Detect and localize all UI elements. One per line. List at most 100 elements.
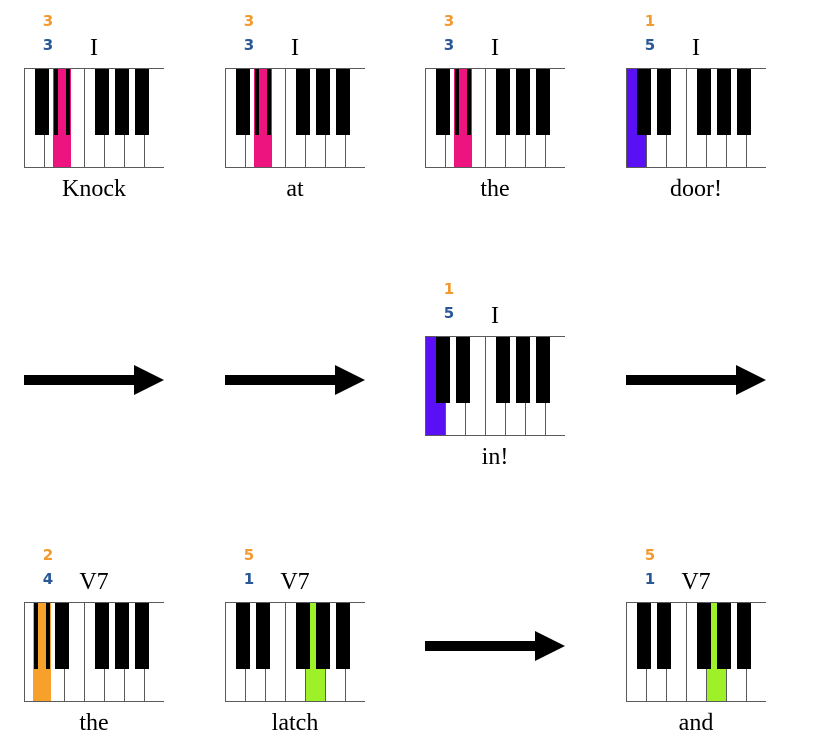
white-key <box>747 69 767 167</box>
right-hand-finger-number: 1 <box>443 280 455 298</box>
black-key <box>516 69 530 135</box>
black-key <box>236 603 250 669</box>
arrow-head <box>335 365 365 395</box>
left-hand-finger-number: 3 <box>243 36 255 54</box>
right-hand-finger-number: 3 <box>443 12 455 30</box>
lyric-word: the <box>79 710 109 736</box>
black-key <box>135 603 149 669</box>
black-key <box>115 603 129 669</box>
black-key <box>135 69 149 135</box>
chord-symbol: V7 <box>681 569 711 595</box>
black-key-edge <box>455 69 459 135</box>
black-key <box>697 603 711 669</box>
white-key <box>346 69 366 167</box>
black-key-highlighted <box>258 69 268 135</box>
piano-keyboard <box>24 602 165 702</box>
white-key <box>747 603 767 701</box>
black-key <box>55 603 69 669</box>
chord-symbol: I <box>692 35 700 61</box>
piano-keyboard <box>626 602 767 702</box>
black-key-edge <box>54 69 58 135</box>
arrow-cell <box>225 272 365 472</box>
piano-keyboard <box>24 68 165 168</box>
piano-keyboard <box>225 602 366 702</box>
right-arrow-icon <box>425 631 565 661</box>
black-key <box>256 603 270 669</box>
right-hand-finger-number: 5 <box>644 546 656 564</box>
white-key <box>145 603 165 701</box>
black-key-highlighted <box>57 69 67 135</box>
arrow-cell <box>425 538 565 738</box>
arrow-shaft <box>626 375 738 385</box>
black-key <box>737 603 751 669</box>
left-hand-finger-number: 5 <box>443 304 455 322</box>
black-key-edge <box>255 69 259 135</box>
arrow-head <box>134 365 164 395</box>
right-hand-finger-number: 2 <box>42 546 54 564</box>
left-hand-finger-number: 3 <box>443 36 455 54</box>
left-hand-finger-number: 3 <box>42 36 54 54</box>
black-key <box>296 603 310 669</box>
right-hand-finger-number: 5 <box>243 546 255 564</box>
black-key <box>436 337 450 403</box>
left-hand-finger-number: 1 <box>243 570 255 588</box>
arrow-shaft <box>425 641 537 651</box>
black-key <box>737 69 751 135</box>
lyric-word: and <box>678 710 714 736</box>
black-key <box>717 69 731 135</box>
black-key-highlighted <box>458 69 468 135</box>
arrow-cell <box>24 272 164 472</box>
black-key <box>296 69 310 135</box>
white-key <box>546 69 566 167</box>
black-key <box>115 69 129 135</box>
chord-symbol: I <box>90 35 98 61</box>
black-key <box>95 603 109 669</box>
black-key <box>717 603 731 669</box>
black-key <box>456 337 470 403</box>
black-key <box>637 69 651 135</box>
right-arrow-icon <box>24 365 164 395</box>
black-key <box>637 603 651 669</box>
chord-symbol: V7 <box>280 569 310 595</box>
chord-cell: 3 3 I Knock <box>24 4 165 204</box>
arrow-head <box>535 631 565 661</box>
lyric-word: door! <box>670 176 722 202</box>
black-key <box>336 69 350 135</box>
black-key <box>536 337 550 403</box>
lyric-word: in! <box>481 444 509 470</box>
piano-keyboard <box>225 68 366 168</box>
black-key <box>95 69 109 135</box>
black-key <box>236 69 250 135</box>
lyric-word: at <box>286 176 304 202</box>
black-key-edge <box>267 69 271 135</box>
white-key <box>667 603 687 701</box>
arrow-shaft <box>24 375 136 385</box>
black-key <box>496 337 510 403</box>
black-key <box>516 337 530 403</box>
right-arrow-icon <box>626 365 766 395</box>
white-key <box>346 603 366 701</box>
right-hand-finger-number: 3 <box>243 12 255 30</box>
black-key-edge <box>34 603 38 669</box>
arrow-head <box>736 365 766 395</box>
black-key <box>316 69 330 135</box>
left-hand-finger-number: 1 <box>644 570 656 588</box>
chord-cell: 5 1 V7 latch <box>225 538 366 738</box>
chord-cell: 2 4 V7 the <box>24 538 165 738</box>
piano-keyboard <box>626 68 767 168</box>
black-key <box>697 69 711 135</box>
right-hand-finger-number: 1 <box>644 12 656 30</box>
black-key <box>35 69 49 135</box>
chord-symbol: I <box>491 35 499 61</box>
white-key <box>266 603 286 701</box>
lyric-word: the <box>480 176 510 202</box>
left-hand-finger-number: 5 <box>644 36 656 54</box>
arrow-cell <box>626 272 766 472</box>
left-hand-finger-number: 4 <box>42 570 54 588</box>
black-key-edge <box>467 69 471 135</box>
white-key <box>546 337 566 435</box>
white-key <box>667 69 687 167</box>
black-key-highlighted <box>37 603 47 669</box>
